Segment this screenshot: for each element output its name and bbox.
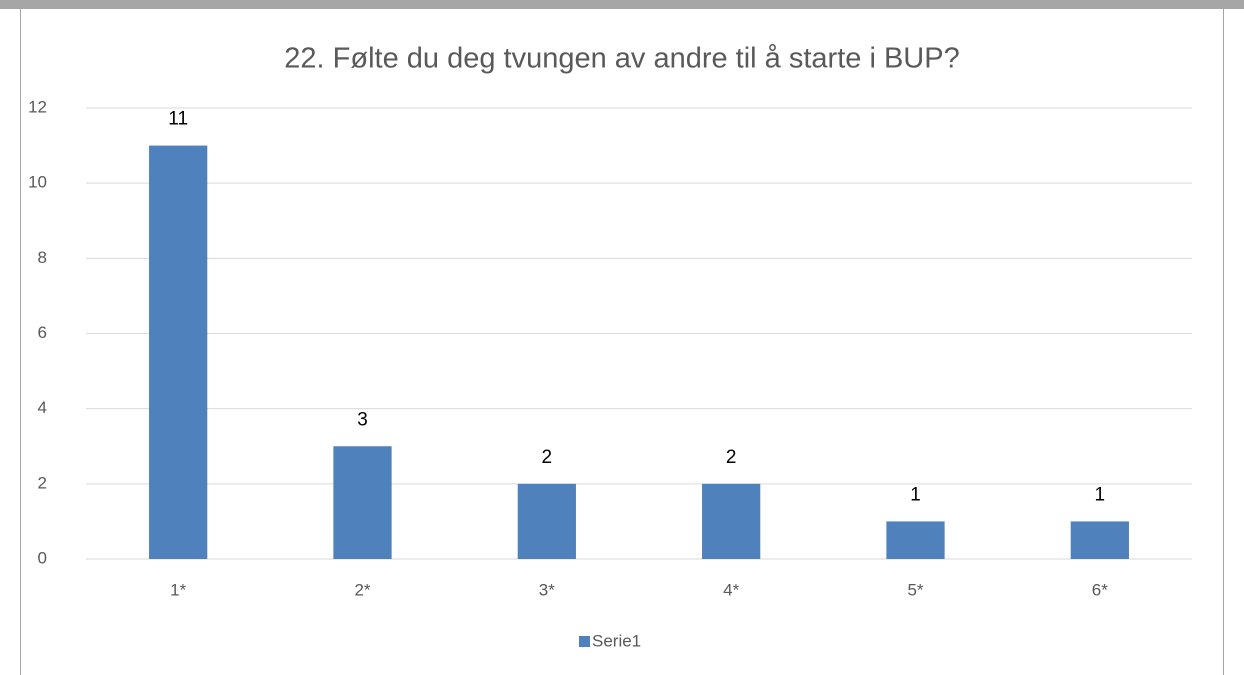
bar [149,145,208,560]
y-tick-label: 12 [28,97,47,116]
x-tick-label: 3* [539,580,555,599]
x-tick-label: 2* [354,580,370,599]
value-label: 1 [910,484,921,505]
value-label: 2 [542,447,553,468]
bar [1070,521,1129,559]
x-tick-label: 4* [723,580,739,599]
value-label: 2 [726,447,737,468]
x-tick-label: 1* [170,580,186,599]
y-tick-label: 6 [38,323,47,342]
legend-swatch [579,636,590,647]
x-tick-label: 5* [907,580,923,599]
y-tick-label: 8 [38,248,47,267]
y-tick-label: 2 [38,473,47,492]
bar [886,521,945,559]
x-tick-label: 6* [1092,580,1108,599]
value-label: 3 [357,409,368,430]
top-band [0,0,1244,9]
y-tick-label: 4 [38,398,47,417]
y-tick-label: 0 [38,548,47,567]
bar [702,483,761,559]
chart-title: 22. Følte du deg tvungen av andre til å … [284,43,959,75]
chart-frame [20,8,1224,675]
bar [517,483,576,559]
legend-label: Serie1 [592,631,641,650]
value-label: 11 [168,109,188,130]
y-tick-label: 10 [28,173,47,192]
value-label: 1 [1095,484,1106,505]
bar [333,446,392,559]
